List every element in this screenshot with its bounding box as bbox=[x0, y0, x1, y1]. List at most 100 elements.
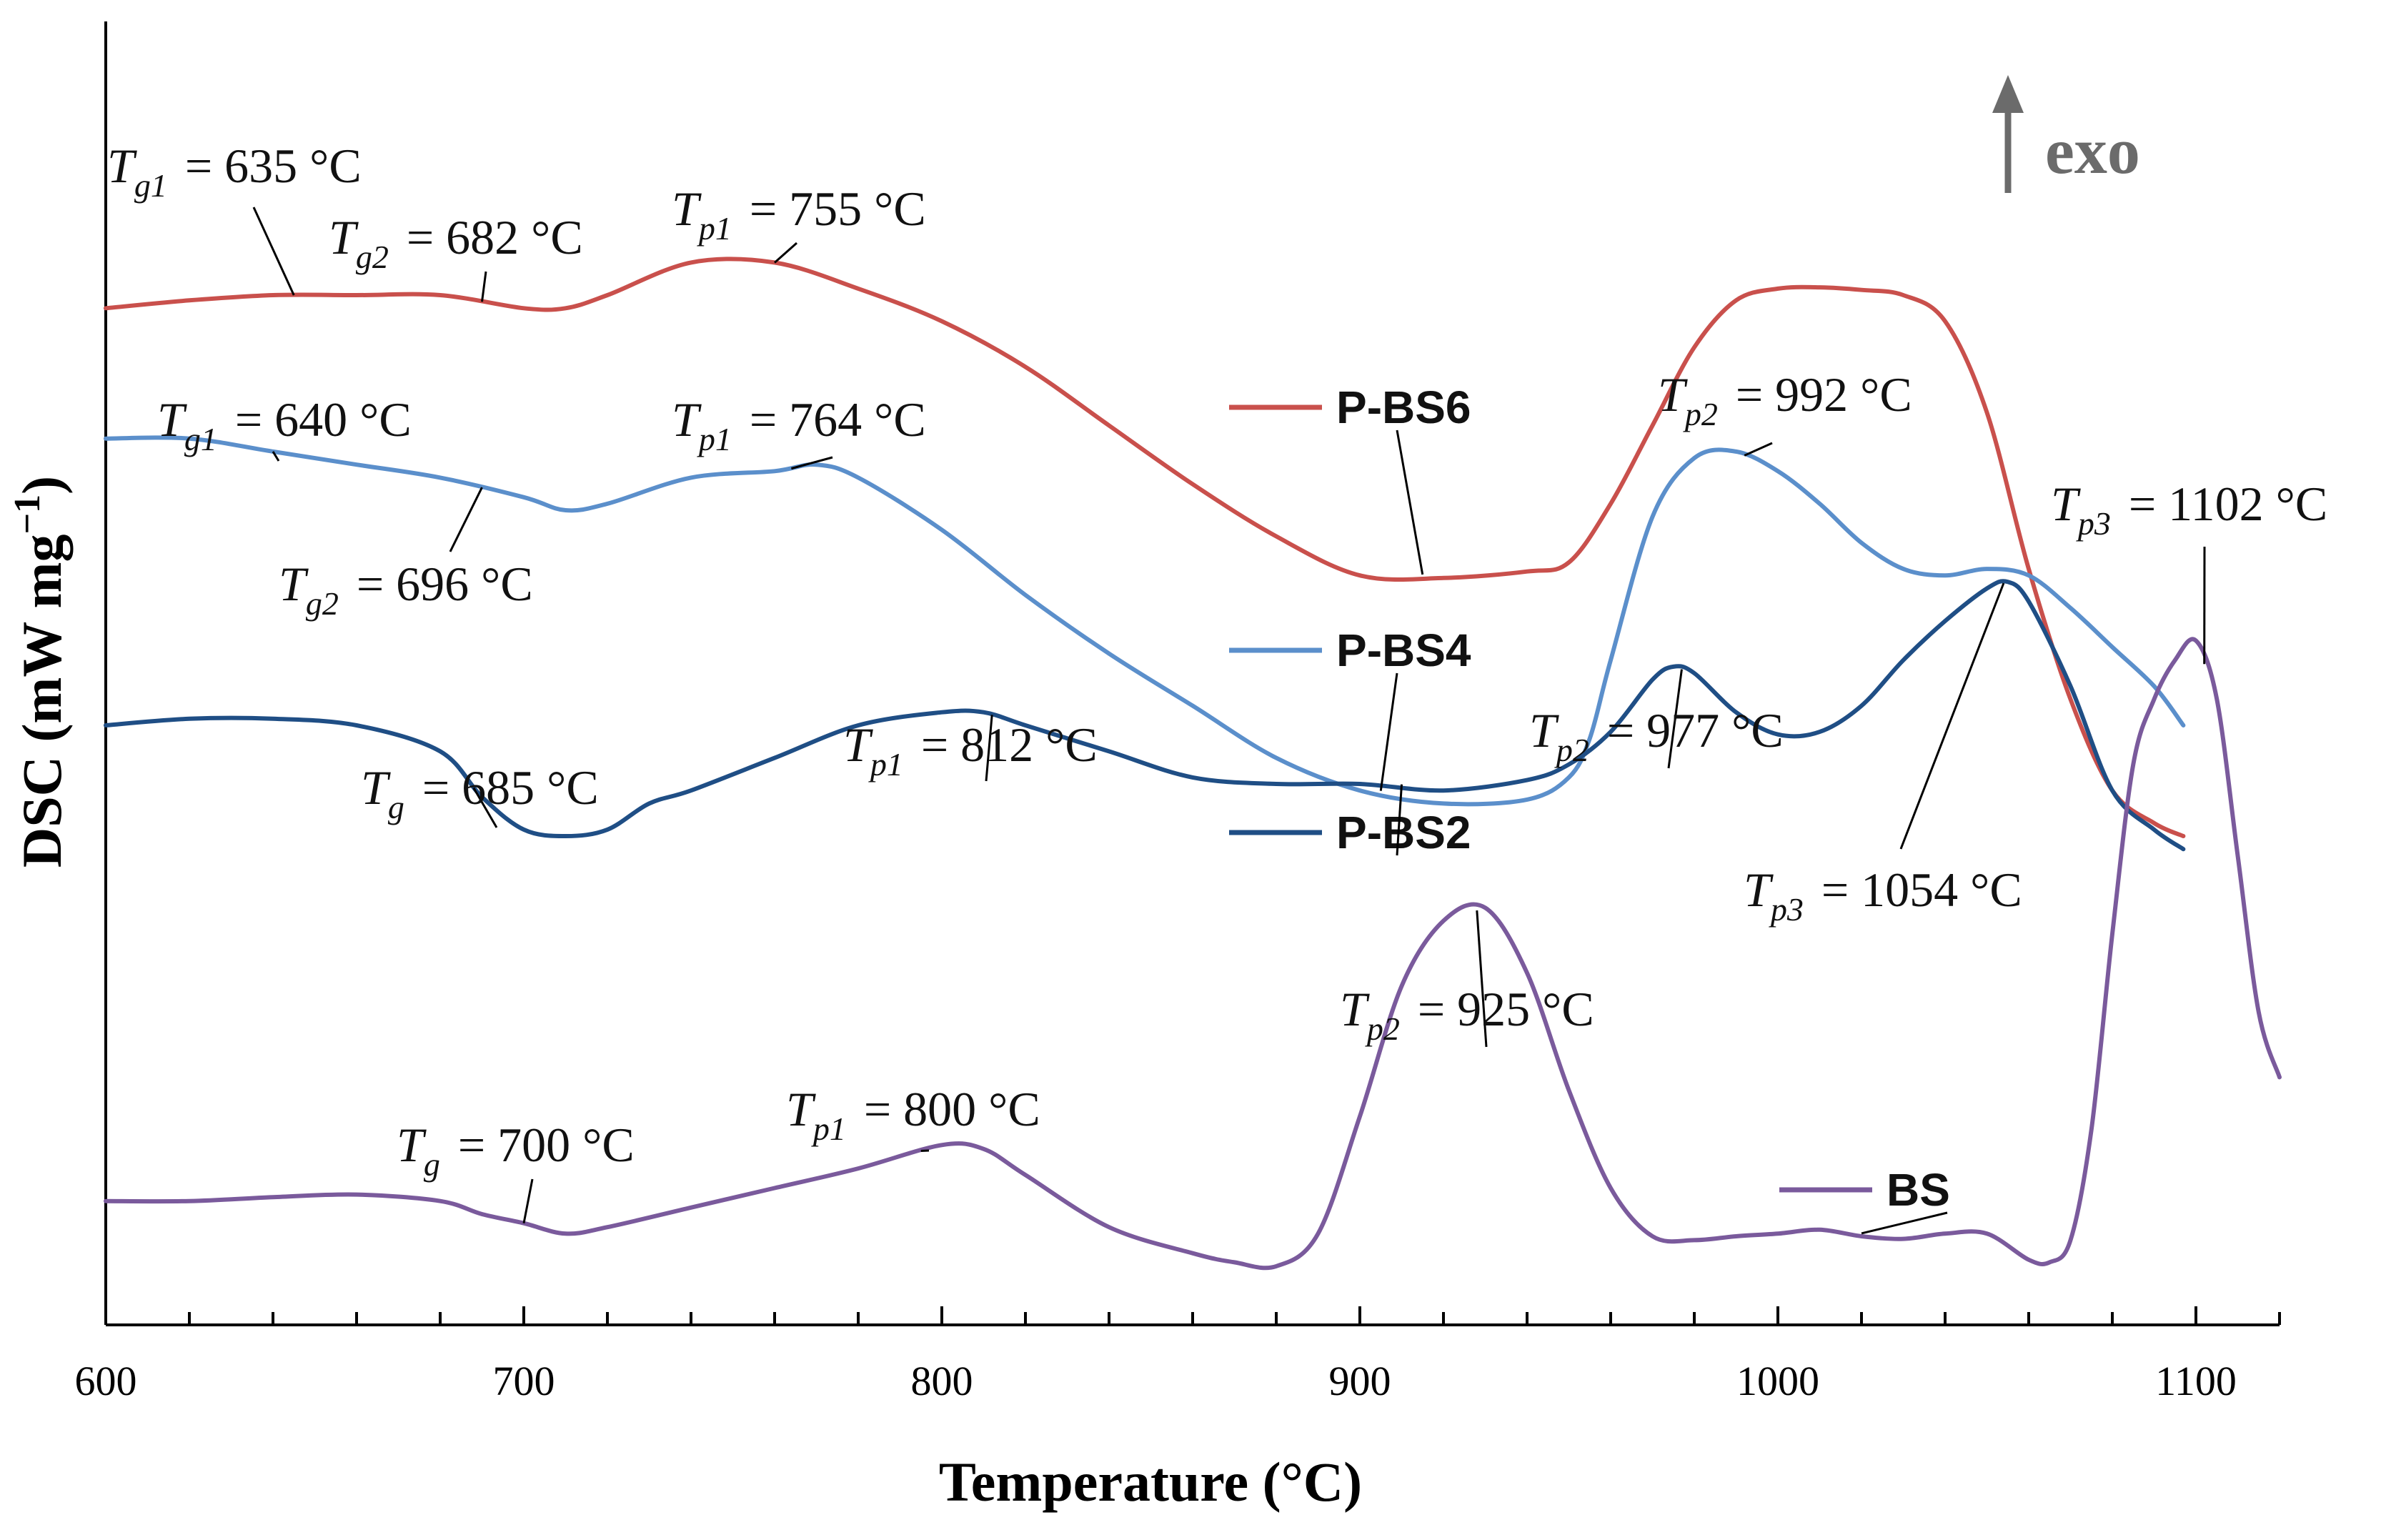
x-tick-label: 800 bbox=[911, 1358, 973, 1404]
annotation-p-bs4-tp2-symbol: T bbox=[1658, 367, 1688, 422]
annotation-leaders bbox=[252, 207, 2206, 1224]
annotation-p-bs4-tg2-subscript: g2 bbox=[306, 585, 339, 622]
annotation-bs-tp2-leader bbox=[1476, 910, 1488, 1048]
annotation-bs-tp3: Tp3 = 1102 °C bbox=[2051, 477, 2327, 542]
annotation-bs-tg-value: = 700 °C bbox=[446, 1118, 635, 1172]
y-axis-label-main: DSC (mW mg bbox=[11, 535, 73, 868]
annotation-p-bs6-tp1-leader bbox=[774, 242, 797, 264]
annotation-p-bs2-tg-symbol: T bbox=[361, 760, 391, 815]
annotation-p-bs2-tp2-symbol: T bbox=[1529, 703, 1559, 757]
annotation-bs-tp1-value: = 800 °C bbox=[852, 1082, 1040, 1136]
legend-leader-p-bs2 bbox=[1396, 784, 1403, 856]
annotation-p-bs4-tp1-symbol: T bbox=[672, 392, 702, 447]
y-axis-label-exponent: −1 bbox=[7, 495, 48, 535]
annotation-p-bs4-tp2-leader bbox=[1744, 442, 1773, 457]
x-tick-label: 1000 bbox=[1736, 1358, 1819, 1404]
annotation-p-bs6-tp1-symbol: T bbox=[672, 182, 702, 236]
annotation-p-bs2-tg: Tg = 685 °C bbox=[361, 760, 599, 825]
annotation-p-bs6-tg1-value: = 635 °C bbox=[173, 139, 362, 193]
legend-leader-p-bs4 bbox=[1379, 672, 1398, 791]
annotation-p-bs4-tg2-value: = 696 °C bbox=[344, 557, 533, 611]
annotation-bs-tp2-symbol: T bbox=[1340, 982, 1370, 1036]
annotation-p-bs4-tp2: Tp2 = 992 °C bbox=[1658, 367, 1912, 432]
annotation-p-bs2-tp1-value: = 812 °C bbox=[909, 717, 1098, 772]
annotation-p-bs4-tp1-subscript: p1 bbox=[697, 421, 732, 457]
annotation-bs-tp2-subscript: p2 bbox=[1365, 1010, 1400, 1047]
annotation-p-bs2-tp1-leader bbox=[985, 715, 993, 782]
annotation-bs-tp1-subscript: p1 bbox=[811, 1111, 846, 1147]
annotation-p-bs2-tp1-subscript: p1 bbox=[868, 746, 903, 783]
annotation-p-bs6-tg1-symbol: T bbox=[107, 139, 137, 193]
annotation-p-bs2-tp2: Tp2 = 977 °C bbox=[1529, 703, 1784, 768]
annotation-p-bs2-tp2-value: = 977 °C bbox=[1595, 703, 1784, 757]
x-tick-label: 1100 bbox=[2155, 1358, 2237, 1404]
annotation-bs-tg-leader bbox=[522, 1178, 534, 1224]
annotation-bs-tp1: Tp1 = 800 °C bbox=[786, 1082, 1040, 1147]
annotation-p-bs6-tg2-symbol: T bbox=[329, 210, 359, 264]
annotation-p-bs4-tp2-value: = 992 °C bbox=[1724, 367, 1912, 422]
annotation-p-bs6-tg2: Tg2 = 682 °C bbox=[329, 210, 583, 275]
annotation-p-bs2-tg-leader bbox=[472, 787, 498, 828]
annotation-p-bs4-tg1-symbol: T bbox=[157, 392, 187, 447]
annotation-p-bs2-tp3-leader bbox=[1899, 582, 2005, 850]
annotation-p-bs4-tp1-value: = 764 °C bbox=[737, 392, 926, 447]
annotation-p-bs2-tp1-symbol: T bbox=[843, 717, 873, 772]
annotation-p-bs6-tg2-leader bbox=[481, 271, 487, 302]
annotation-bs-tp3-value: = 1102 °C bbox=[2117, 477, 2327, 531]
annotation-p-bs4-tg1-subscript: g1 bbox=[184, 421, 217, 457]
y-axis-label: DSC (mW mg−1) bbox=[7, 476, 73, 868]
annotation-p-bs2-tg-value: = 685 °C bbox=[410, 760, 599, 815]
series-line-p-bs4 bbox=[104, 435, 2186, 807]
annotation-p-bs6-tg1-subscript: g1 bbox=[134, 167, 167, 204]
x-axis-label: Temperature (°C) bbox=[939, 1451, 1362, 1513]
annotation-bs-tp3-subscript: p3 bbox=[2076, 505, 2111, 542]
annotation-bs-tp2: Tp2 = 925 °C bbox=[1340, 982, 1594, 1047]
annotation-p-bs6-tp1-subscript: p1 bbox=[697, 210, 732, 247]
annotation-p-bs2-tp1: Tp1 = 812 °C bbox=[843, 717, 1098, 783]
annotation-p-bs6-tp1-value: = 755 °C bbox=[737, 182, 926, 236]
annotation-p-bs2-tp2-leader bbox=[1667, 669, 1683, 769]
annotation-bs-tg: Tg = 700 °C bbox=[397, 1118, 635, 1183]
x-tick-label: 600 bbox=[75, 1358, 137, 1404]
legend-leader-bs bbox=[1861, 1211, 1948, 1235]
annotation-bs-tg-subscript: g bbox=[424, 1146, 440, 1183]
annotation-p-bs4-tp1: Tp1 = 764 °C bbox=[672, 392, 926, 457]
annotation-p-bs6-tg1-leader bbox=[252, 207, 295, 296]
annotation-p-bs4-tg2: Tg2 = 696 °C bbox=[279, 557, 533, 622]
y-axis-label-close: ) bbox=[11, 476, 73, 495]
legend-label-p-bs2: P-BS2 bbox=[1336, 807, 1471, 858]
annotation-p-bs6-tp1: Tp1 = 755 °C bbox=[672, 182, 926, 247]
legend-leader-p-bs6 bbox=[1396, 429, 1424, 575]
series-line-bs bbox=[104, 637, 2282, 1271]
legend-label-p-bs4: P-BS4 bbox=[1336, 625, 1471, 676]
annotation-p-bs4-tg2-leader bbox=[449, 487, 483, 552]
dsc-curves bbox=[104, 257, 2282, 1271]
annotation-p-bs2-tp3: Tp3 = 1054 °C bbox=[1744, 863, 2022, 928]
annotation-bs-tg-symbol: T bbox=[397, 1118, 427, 1172]
annotation-p-bs2-tp3-subscript: p3 bbox=[1769, 891, 1804, 928]
annotation-bs-tp3-symbol: T bbox=[2051, 477, 2081, 531]
annotation-p-bs4-tg1-value: = 640 °C bbox=[223, 392, 412, 447]
annotation-bs-tp2-value: = 925 °C bbox=[1406, 982, 1594, 1036]
annotation-p-bs4-tg1: Tg1 = 640 °C bbox=[157, 392, 412, 457]
legend: P-BS6 P-BS4 P-BS2 BS bbox=[1229, 382, 1950, 1235]
annotation-p-bs2-tp3-symbol: T bbox=[1744, 863, 1774, 917]
annotation-p-bs6-tg2-value: = 682 °C bbox=[394, 210, 583, 264]
legend-label-p-bs6: P-BS6 bbox=[1336, 382, 1471, 433]
annotation-p-bs6-tg2-subscript: g2 bbox=[356, 239, 389, 275]
x-ticks: 600 700 800 900 1000 1100 bbox=[75, 1306, 2281, 1404]
legend-label-bs: BS bbox=[1887, 1164, 1950, 1216]
annotation-p-bs4-tp1-leader bbox=[791, 456, 833, 470]
annotation-p-bs2-tg-subscript: g bbox=[388, 789, 404, 825]
annotation-p-bs2-tp2-subscript: p2 bbox=[1554, 732, 1589, 768]
x-tick-label: 900 bbox=[1329, 1358, 1391, 1404]
annotation-p-bs6-tg1: Tg1 = 635 °C bbox=[107, 139, 362, 204]
series-line-p-bs2 bbox=[104, 579, 2186, 852]
annotation-p-bs2-tp3-value: = 1054 °C bbox=[1809, 863, 2022, 917]
annotation-p-bs4-tp2-subscript: p2 bbox=[1683, 396, 1718, 432]
annotation-p-bs4-tg2-symbol: T bbox=[279, 557, 309, 611]
exo-label: exo bbox=[2045, 114, 2140, 187]
annotation-bs-tp1-symbol: T bbox=[786, 1082, 816, 1136]
